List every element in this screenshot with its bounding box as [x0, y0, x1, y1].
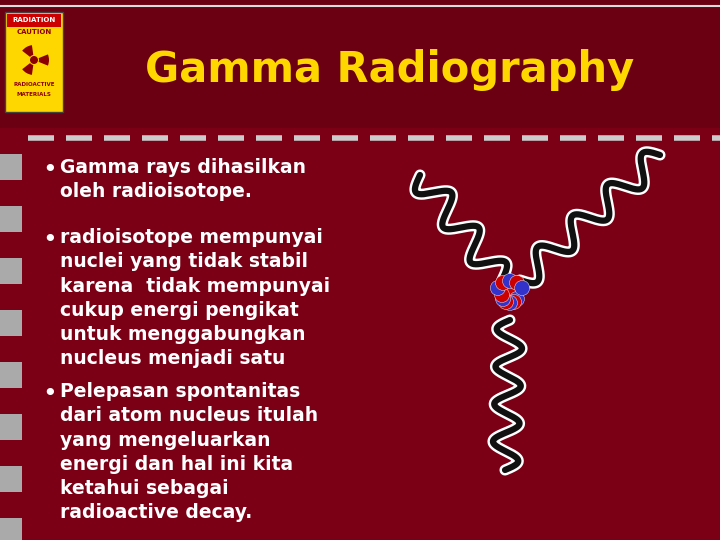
Text: CAUTION: CAUTION — [17, 29, 52, 35]
Text: •: • — [42, 382, 57, 406]
Bar — [0, 492, 22, 518]
Bar — [0, 518, 22, 540]
Circle shape — [515, 280, 530, 295]
Wedge shape — [22, 63, 33, 75]
Wedge shape — [22, 45, 33, 57]
Text: Gamma rays dihasilkan
oleh radioisotope.: Gamma rays dihasilkan oleh radioisotope. — [60, 158, 306, 201]
Text: MATERIALS: MATERIALS — [17, 92, 51, 98]
Bar — [0, 128, 22, 154]
Bar — [0, 180, 22, 206]
Circle shape — [503, 287, 518, 302]
Circle shape — [503, 295, 518, 310]
Circle shape — [510, 292, 524, 307]
Bar — [0, 206, 22, 232]
Bar — [0, 258, 22, 284]
Bar — [0, 310, 22, 336]
Bar — [0, 440, 22, 466]
Circle shape — [30, 56, 38, 64]
Circle shape — [506, 294, 521, 309]
Text: •: • — [42, 228, 57, 252]
Bar — [0, 154, 22, 180]
Circle shape — [495, 287, 510, 302]
Text: Gamma Radiography: Gamma Radiography — [145, 49, 634, 91]
Bar — [0, 414, 22, 440]
Wedge shape — [39, 55, 49, 66]
Bar — [7, 14, 61, 27]
Circle shape — [495, 275, 510, 291]
Bar — [0, 466, 22, 492]
Bar — [5, 12, 63, 112]
Circle shape — [498, 294, 513, 309]
Bar — [0, 362, 22, 388]
Circle shape — [490, 280, 505, 295]
Text: radioisotope mempunyai
nuclei yang tidak stabil
karena  tidak mempunyai
cukup en: radioisotope mempunyai nuclei yang tidak… — [60, 228, 330, 368]
Bar — [0, 0, 720, 128]
Bar — [0, 336, 22, 362]
Text: •: • — [42, 158, 57, 182]
Text: RADIOACTIVE: RADIOACTIVE — [13, 83, 55, 87]
Bar — [0, 232, 22, 258]
Text: Pelepasan spontanitas
dari atom nucleus itulah
yang mengeluarkan
energi dan hal : Pelepasan spontanitas dari atom nucleus … — [60, 382, 318, 522]
Circle shape — [510, 275, 524, 291]
Bar — [0, 284, 22, 310]
Circle shape — [503, 273, 518, 288]
Text: RADIATION: RADIATION — [12, 17, 55, 24]
Bar — [0, 388, 22, 414]
Circle shape — [495, 292, 510, 307]
